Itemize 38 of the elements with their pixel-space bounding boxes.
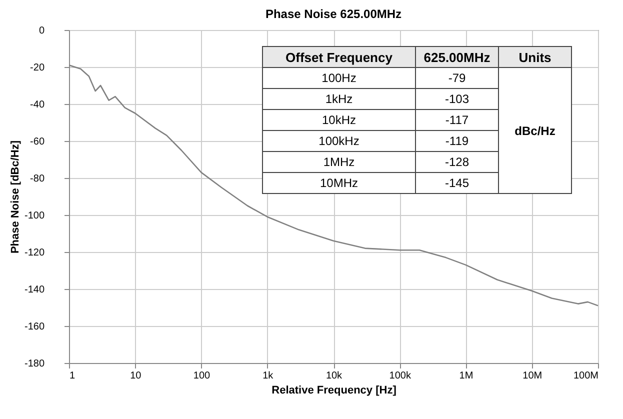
- y-tick-label: -40: [30, 100, 45, 110]
- annotation: -119: [416, 130, 498, 152]
- y-tick-label: -180: [24, 358, 45, 370]
- y-tick-label: -160: [24, 322, 45, 332]
- x-tick-label: 1k: [262, 370, 274, 382]
- x-tick-label: 100k: [389, 370, 412, 382]
- x-tick-label: 10M: [522, 370, 542, 382]
- x-tick-label: 10: [130, 370, 142, 382]
- annotation: -145: [416, 172, 498, 194]
- x-tick-label: 1: [70, 370, 76, 382]
- x-tick-label: 100M: [573, 370, 598, 382]
- annotation: 10MHz: [262, 172, 416, 194]
- annotation: -79: [416, 68, 498, 88]
- x-tick-label: 100: [193, 370, 211, 382]
- annotation: -128: [416, 152, 498, 172]
- y-tick-label: -140: [24, 284, 45, 296]
- annotation: Units: [498, 46, 572, 68]
- chart-title: Phase Noise 625.00MHz: [265, 7, 402, 21]
- y-tick-label: 0: [38, 26, 45, 36]
- annotation: 100kHz: [262, 130, 416, 152]
- annotation: -103: [416, 88, 498, 110]
- x-axis-title: Relative Frequency [Hz]: [272, 384, 397, 396]
- y-tick-label: -20: [30, 62, 45, 74]
- annotation: Offset Frequency: [262, 46, 416, 68]
- annotation: dBc/Hz: [498, 68, 572, 194]
- y-tick-label: -120: [24, 248, 45, 258]
- x-tick-label: 10k: [326, 370, 344, 382]
- annotation: 1MHz: [262, 152, 416, 172]
- y-tick-label: -60: [30, 136, 45, 148]
- annotation: 100Hz: [262, 68, 416, 88]
- annotation: 1kHz: [262, 88, 416, 110]
- y-tick-label: -80: [30, 174, 45, 184]
- y-tick-label: -100: [24, 210, 45, 222]
- y-axis-title: Phase Noise [dBc/Hz]: [9, 140, 22, 254]
- annotation: 10kHz: [262, 110, 416, 130]
- x-tick-label: 1M: [459, 370, 474, 382]
- annotation: 625.00MHz: [416, 46, 498, 68]
- annotation: -117: [416, 110, 498, 130]
